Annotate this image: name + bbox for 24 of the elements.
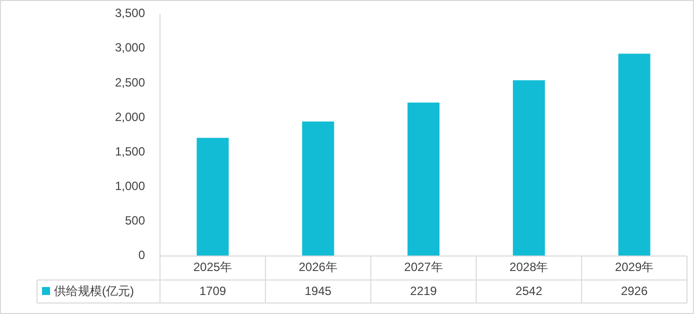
y-tick-label: 3,000	[114, 40, 146, 55]
x-tick-label: 2026年	[298, 260, 338, 274]
y-tick-label: 0	[138, 248, 146, 262]
bar	[618, 54, 650, 256]
bar	[302, 122, 334, 256]
data-label: 2926	[620, 284, 648, 298]
x-tick-label: 2027年	[404, 260, 443, 274]
y-tick-label: 1,500	[114, 144, 146, 158]
bar	[196, 138, 229, 256]
x-tick-label: 2025年	[193, 260, 232, 274]
legend-label: 供给规模(亿元)	[54, 284, 134, 298]
bar	[512, 80, 545, 256]
y-tick-label: 500	[124, 214, 146, 228]
x-tick-label: 2028年	[510, 260, 548, 274]
x-tick-label: 2029年	[614, 260, 654, 274]
data-label: 2219	[410, 284, 438, 298]
y-tick-label: 2,000	[114, 110, 146, 124]
data-label: 1945	[304, 284, 332, 298]
y-tick-label: 3,500	[114, 6, 146, 20]
bar	[408, 102, 440, 256]
data-label: 1709	[199, 284, 226, 298]
data-label: 2542	[516, 284, 543, 298]
y-tick-label: 2,500	[114, 75, 146, 90]
y-tick-label: 1,000	[114, 179, 146, 194]
